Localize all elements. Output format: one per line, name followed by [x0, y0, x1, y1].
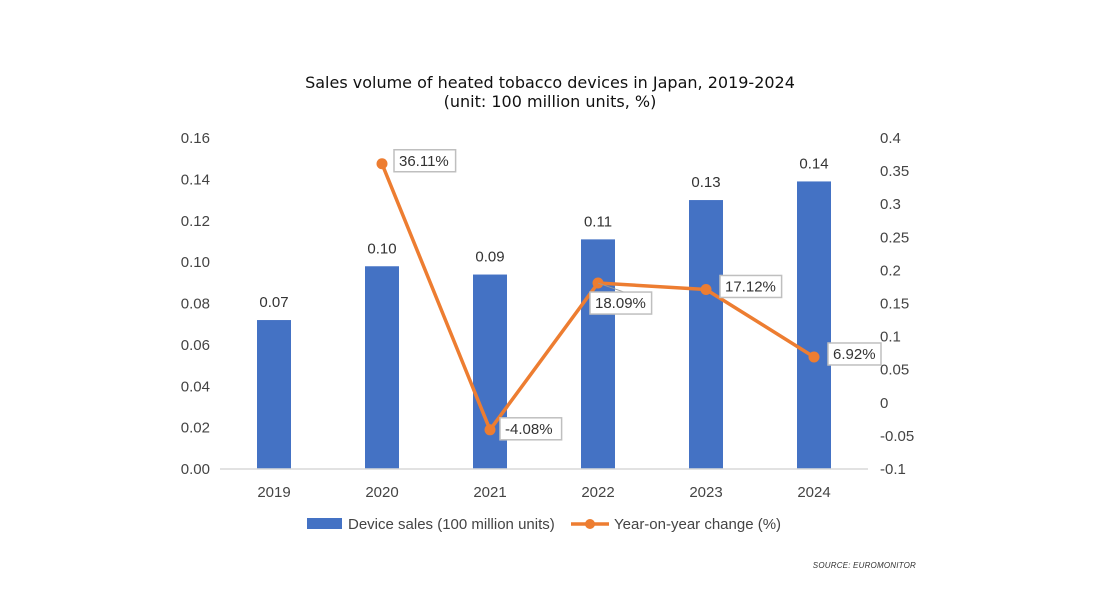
chart-subtitle: (unit: 100 million units, %) — [443, 92, 657, 111]
left-axis-tick: 0.12 — [181, 213, 210, 230]
left-axis-tick: 0.10 — [181, 254, 210, 271]
right-axis-tick: 0.05 — [880, 362, 909, 379]
x-axis-tick: 2022 — [581, 484, 614, 501]
left-axis-tick: 0.06 — [181, 337, 210, 354]
right-axis-tick: 0.35 — [880, 163, 909, 180]
yoy-label-box — [719, 274, 783, 299]
x-axis-tick: 2020 — [365, 484, 398, 501]
legend-swatch-bars — [307, 518, 342, 529]
left-axis-tick: 0.04 — [181, 378, 210, 395]
left-axis-tick: 0.14 — [181, 171, 210, 188]
legend-label-bars: Device sales (100 million units) — [348, 516, 555, 533]
x-axis-tick: 2024 — [797, 484, 830, 501]
right-axis-tick: 0.25 — [880, 229, 909, 246]
bar-data-label: 0.11 — [584, 213, 612, 230]
yoy-point-2023 — [700, 283, 712, 295]
left-axis-tick: 0.08 — [181, 296, 210, 313]
bar-data-label: 0.14 — [799, 155, 828, 172]
chart-title: Sales volume of heated tobacco devices i… — [305, 73, 795, 92]
legend-label-line: Year-on-year change (%) — [614, 516, 781, 533]
right-axis-tick: 0.2 — [880, 262, 901, 279]
source-note: SOURCE: EUROMONITOR — [812, 561, 916, 570]
bar-data-label: 0.07 — [259, 294, 288, 311]
right-axis-tick: 0.15 — [880, 296, 909, 313]
bar-2022 — [581, 239, 615, 469]
left-axis-tick: 0.16 — [181, 130, 210, 147]
yoy-point-2020 — [376, 158, 388, 170]
right-axis-tick: -0.1 — [880, 461, 906, 478]
x-axis-tick: 2019 — [257, 484, 290, 501]
yoy-data-label: 6.92% — [833, 346, 876, 363]
x-axis-tick: 2023 — [689, 484, 722, 501]
bar-data-label: 0.10 — [367, 240, 396, 257]
bar-2023 — [689, 200, 723, 469]
right-axis-tick: 0.3 — [880, 196, 901, 213]
yoy-data-label: 17.12% — [725, 278, 776, 295]
label-leader-line — [597, 282, 625, 293]
yoy-label-box — [589, 291, 653, 315]
bar-data-label: 0.13 — [691, 174, 720, 191]
left-axis-tick: 0.00 — [181, 461, 210, 478]
yoy-label-box — [393, 149, 457, 173]
yoy-data-label: 18.09% — [595, 295, 646, 312]
yoy-label-box — [827, 342, 882, 366]
right-axis-tick: 0.1 — [880, 329, 901, 346]
left-axis-tick: 0.02 — [181, 420, 210, 437]
bar-2019 — [257, 320, 291, 469]
bar-data-label: 0.09 — [475, 249, 504, 266]
right-axis-tick: -0.05 — [880, 428, 914, 445]
x-axis-tick: 2021 — [473, 484, 506, 501]
yoy-label-box — [499, 417, 563, 441]
yoy-point-2024 — [808, 351, 820, 363]
yoy-data-label: 36.11% — [399, 153, 449, 170]
legend-swatch-marker — [585, 519, 595, 529]
yoy-point-2021 — [484, 424, 496, 436]
bar-2024 — [797, 181, 831, 469]
yoy-data-label: -4.08% — [505, 421, 553, 438]
right-axis-tick: 0 — [880, 395, 888, 412]
bar-2020 — [365, 266, 399, 469]
right-axis-tick: 0.4 — [880, 130, 901, 147]
